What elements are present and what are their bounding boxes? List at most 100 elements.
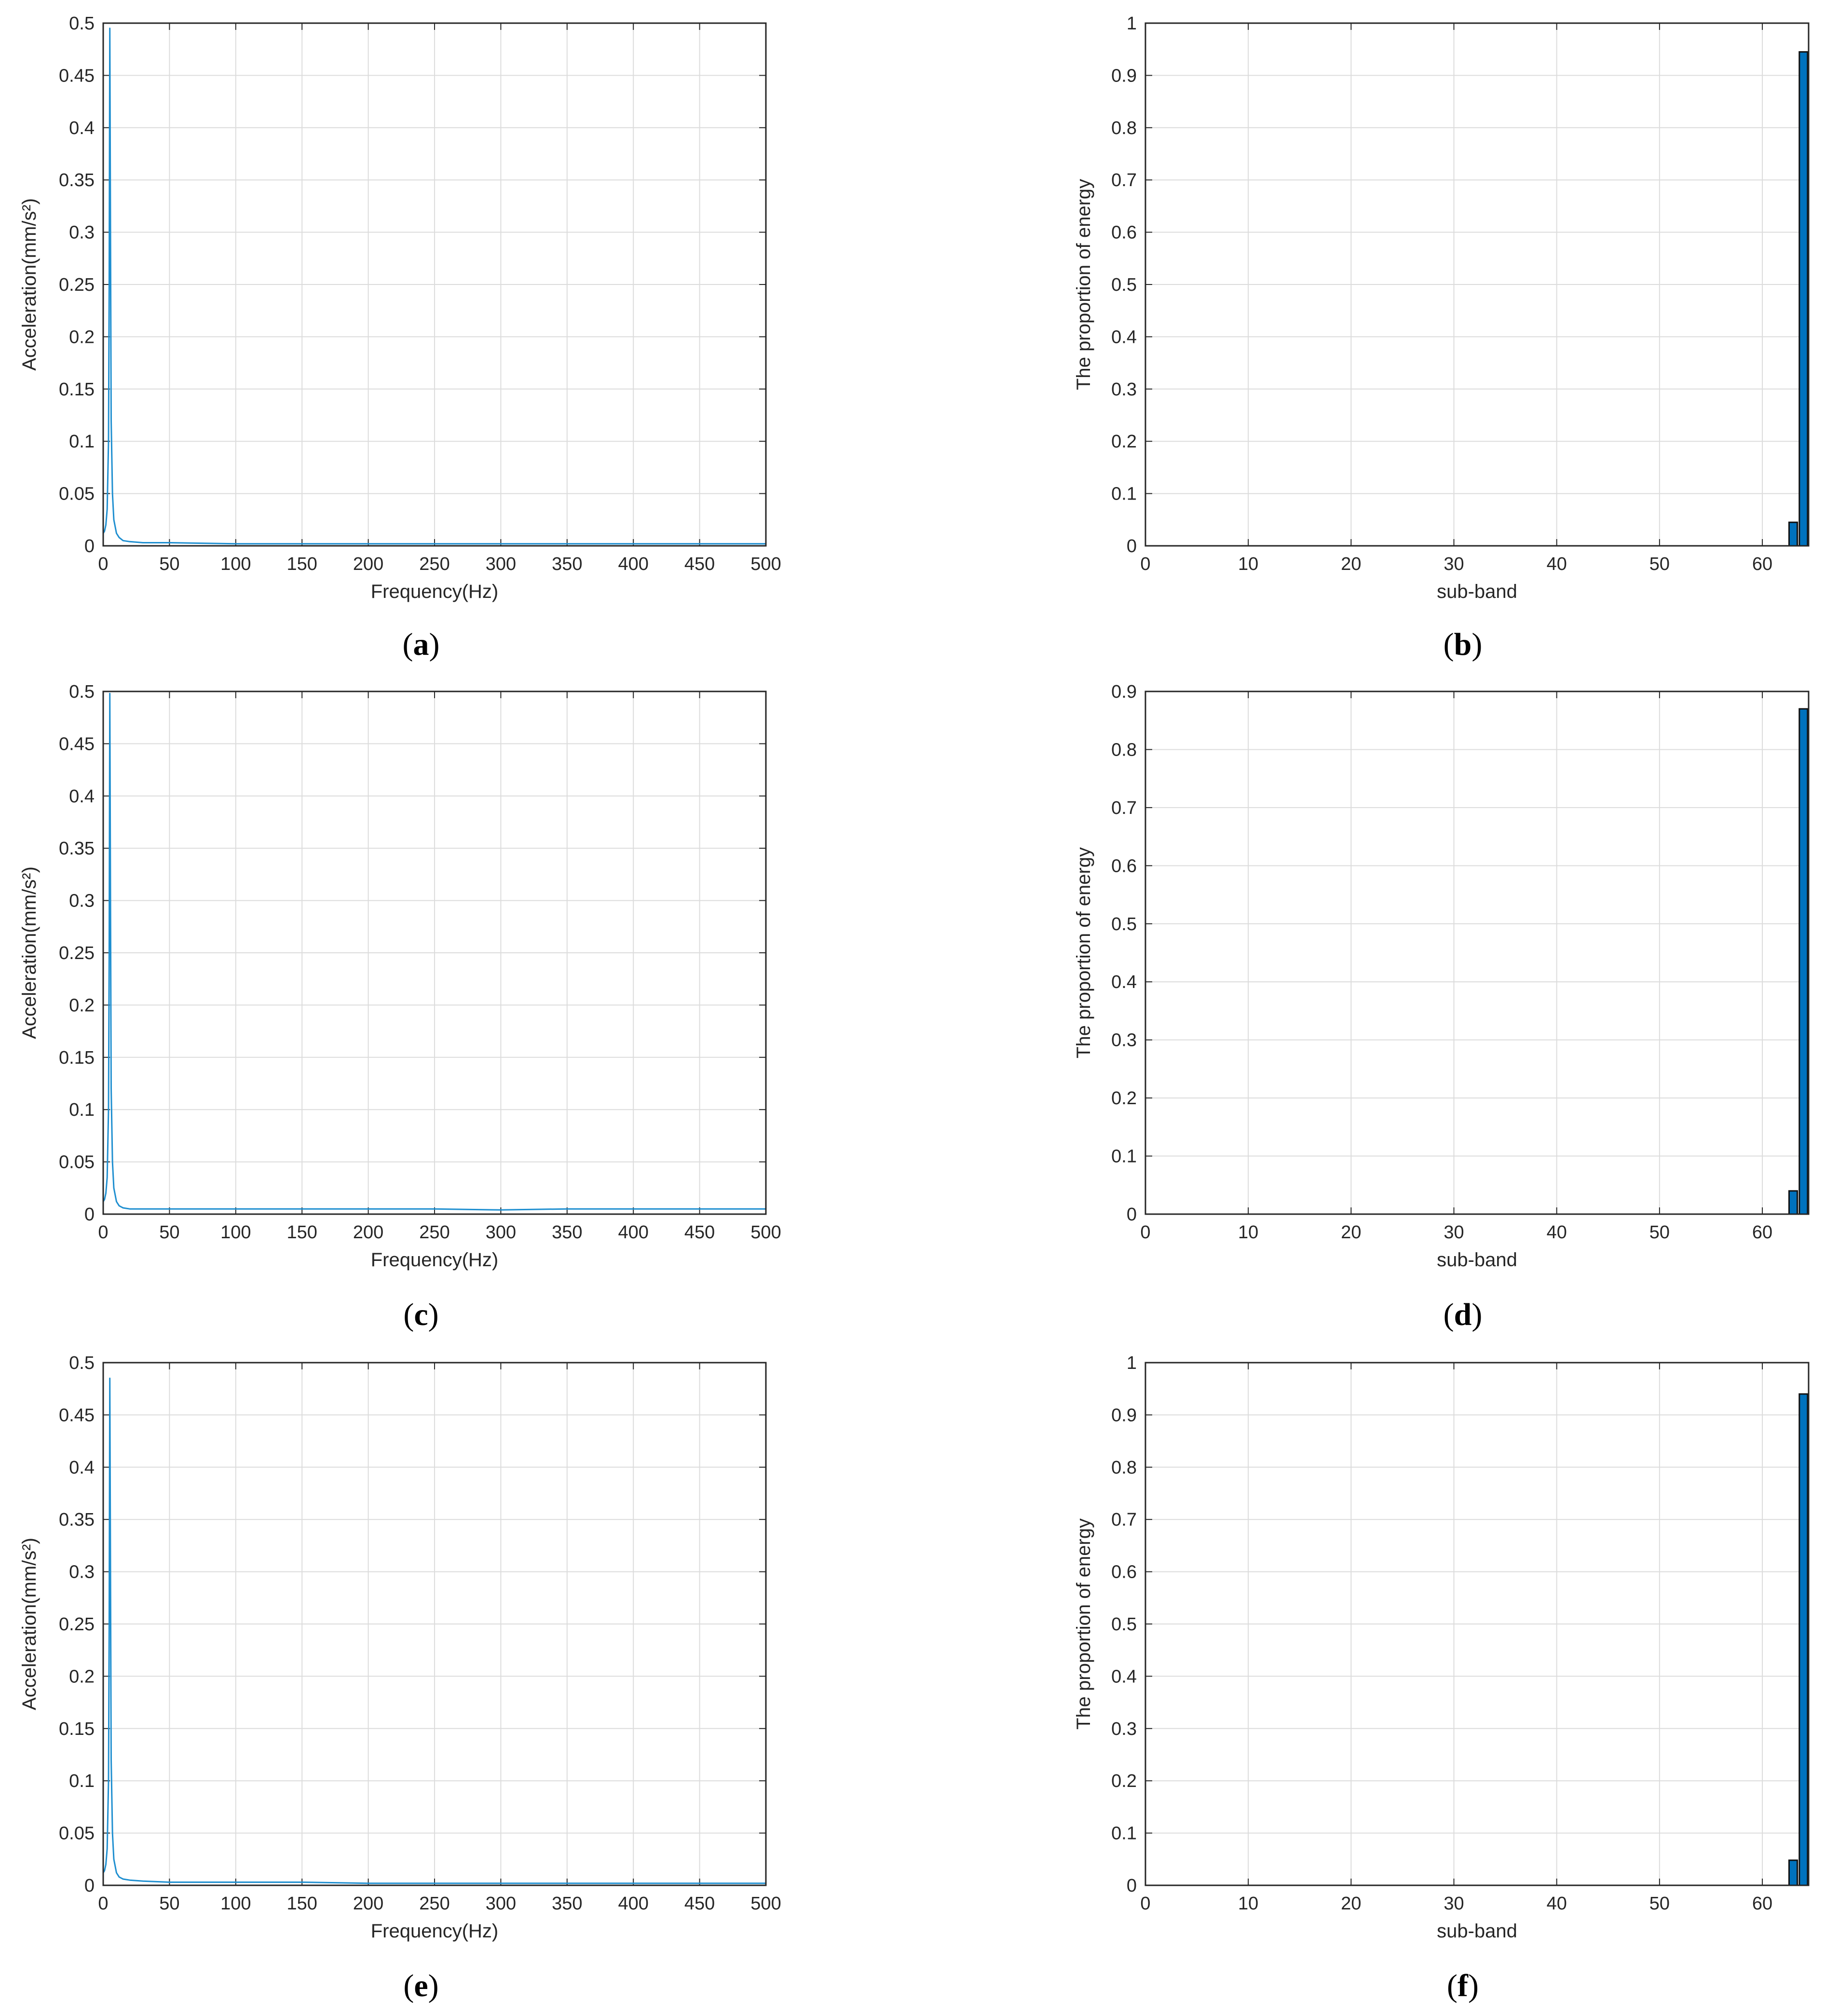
caption-paren-open: (: [403, 1968, 414, 2003]
y-tick-label: 0.1: [69, 1100, 95, 1120]
x-tick-label: 150: [286, 554, 317, 574]
y-tick-label: 0.5: [1111, 275, 1137, 295]
axes-box: [102, 22, 767, 547]
y-axis-label: The proportion of energy: [1073, 1518, 1094, 1730]
panel-d: 0 10 20 30 40 50 60 0 0.1 0.2 0.3 0.4 0.5 0.6 0.7 0.8 0.…: [1073, 682, 1810, 1332]
x-tick-label: 0: [98, 1894, 108, 1914]
x-tick-label: 50: [159, 1222, 179, 1243]
bar-subband-63: [1788, 521, 1798, 547]
y-tick-label: 0.7: [1111, 170, 1137, 190]
axes-box: [1144, 690, 1810, 1215]
x-tick-label: 250: [419, 554, 449, 574]
x-tick-label: 400: [618, 1222, 648, 1243]
caption-paren-open: (: [403, 1297, 414, 1332]
x-tick-label: 500: [750, 1222, 781, 1243]
panel-c: 0 50 100 150 200 250 300 350 400 450 500 0 0.05 0.1 0.…: [19, 682, 781, 1332]
panel-caption: (c): [403, 1297, 438, 1332]
y-tick-label: 0: [84, 1204, 95, 1225]
x-axis-label: Frequency(Hz): [371, 581, 499, 602]
x-tick-label: 150: [286, 1222, 317, 1243]
y-tick-label: 0.2: [69, 995, 95, 1015]
y-tick-label: 0.4: [1111, 1666, 1137, 1687]
caption-letter: c: [414, 1297, 428, 1332]
y-tick-label: 0.05: [59, 1824, 95, 1844]
x-axis-label: Frequency(Hz): [371, 1921, 499, 1942]
y-tick-label: 0.35: [59, 839, 95, 859]
y-tick-label: 0.2: [69, 327, 95, 347]
y-tick-label: 0.3: [1111, 1030, 1137, 1051]
y-tick-label: 0.05: [59, 1152, 95, 1173]
bar-subband-64: [1798, 51, 1809, 547]
caption-letter: e: [414, 1968, 428, 2003]
x-tick-label: 20: [1341, 1894, 1361, 1914]
caption-paren-close: ): [429, 627, 440, 662]
x-tick-label: 30: [1444, 554, 1464, 574]
y-tick-label: 0.9: [1111, 66, 1137, 86]
y-tick-label: 0.1: [1111, 484, 1137, 504]
plot-area: [1145, 691, 1809, 1214]
x-tick-label: 30: [1444, 1894, 1464, 1914]
y-tick-label: 0.2: [1111, 1771, 1137, 1791]
y-tick-label: 0.7: [1111, 798, 1137, 818]
panel-caption: (e): [403, 1968, 438, 2003]
series-line: [102, 1378, 766, 1884]
x-tick-label: 0: [1140, 1894, 1150, 1914]
panel-f: 0 10 20 30 40 50 60 0 0.1 0.2 0.3 0.4 0.5 0.6 0.7 0.8 0.…: [1073, 1353, 1810, 2003]
y-tick-label: 0.45: [59, 66, 95, 86]
y-axis-label: Acceleration(mm/s²): [19, 866, 40, 1039]
y-tick-label: 0.15: [59, 379, 95, 400]
y-tick-label: 0: [84, 536, 95, 556]
x-tick-label: 500: [750, 554, 781, 574]
caption-paren-open: (: [1444, 627, 1454, 662]
x-tick-label: 100: [220, 1894, 251, 1914]
x-tick-label: 100: [220, 554, 251, 574]
caption-paren-close: ): [428, 1297, 439, 1332]
panel-caption: (d): [1444, 1297, 1483, 1332]
y-tick-label: 0.35: [59, 170, 95, 190]
y-tick-label: 0.6: [1111, 856, 1137, 876]
y-tick-label: 0.2: [1111, 432, 1137, 452]
y-axis-label: Acceleration(mm/s²): [19, 1538, 40, 1710]
y-tick-label: 0.7: [1111, 1510, 1137, 1530]
y-tick-label: 0.25: [59, 943, 95, 963]
y-tick-label: 0: [1127, 536, 1137, 556]
y-tick-label: 0.6: [1111, 1562, 1137, 1583]
x-tick-label: 20: [1341, 554, 1361, 574]
x-tick-label: 60: [1752, 1894, 1772, 1914]
x-tick-label: 350: [552, 1894, 582, 1914]
x-tick-label: 30: [1444, 1222, 1464, 1243]
x-tick-label: 450: [684, 1894, 715, 1914]
y-tick-label: 0.3: [69, 1562, 95, 1583]
y-tick-label: 0.2: [69, 1666, 95, 1687]
series-line: [102, 27, 766, 545]
y-tick-label: 0.2: [1111, 1088, 1137, 1109]
y-tick-label: 0.35: [59, 1510, 95, 1530]
y-tick-label: 0.25: [59, 1614, 95, 1635]
y-tick-label: 0.05: [59, 484, 95, 504]
x-tick-label: 200: [353, 1222, 383, 1243]
y-tick-label: 1: [1127, 14, 1137, 34]
y-tick-label: 0.1: [69, 1771, 95, 1791]
x-tick-label: 60: [1752, 1222, 1772, 1243]
y-tick-label: 0.5: [69, 1353, 95, 1373]
caption-paren-close: ): [1471, 1297, 1482, 1332]
x-tick-label: 10: [1238, 554, 1258, 574]
caption-letter: d: [1454, 1297, 1472, 1332]
caption-letter: a: [413, 627, 429, 662]
x-tick-label: 400: [618, 554, 648, 574]
caption-paren-open: (: [1447, 1968, 1457, 2003]
bar-subband-63: [1788, 1190, 1798, 1215]
x-tick-label: 10: [1238, 1222, 1258, 1243]
panel-caption: (b): [1444, 627, 1483, 662]
x-tick-label: 50: [159, 554, 179, 574]
y-tick-label: 0.9: [1111, 1405, 1137, 1425]
x-tick-label: 20: [1341, 1222, 1361, 1243]
x-tick-label: 300: [486, 1222, 516, 1243]
x-tick-label: 40: [1547, 554, 1567, 574]
x-tick-label: 40: [1547, 1222, 1567, 1243]
x-tick-label: 200: [353, 554, 383, 574]
y-tick-label: 0: [84, 1876, 95, 1896]
y-tick-label: 0.8: [1111, 1458, 1137, 1478]
series-line: [102, 692, 766, 1211]
y-tick-label: 0.4: [69, 786, 95, 807]
